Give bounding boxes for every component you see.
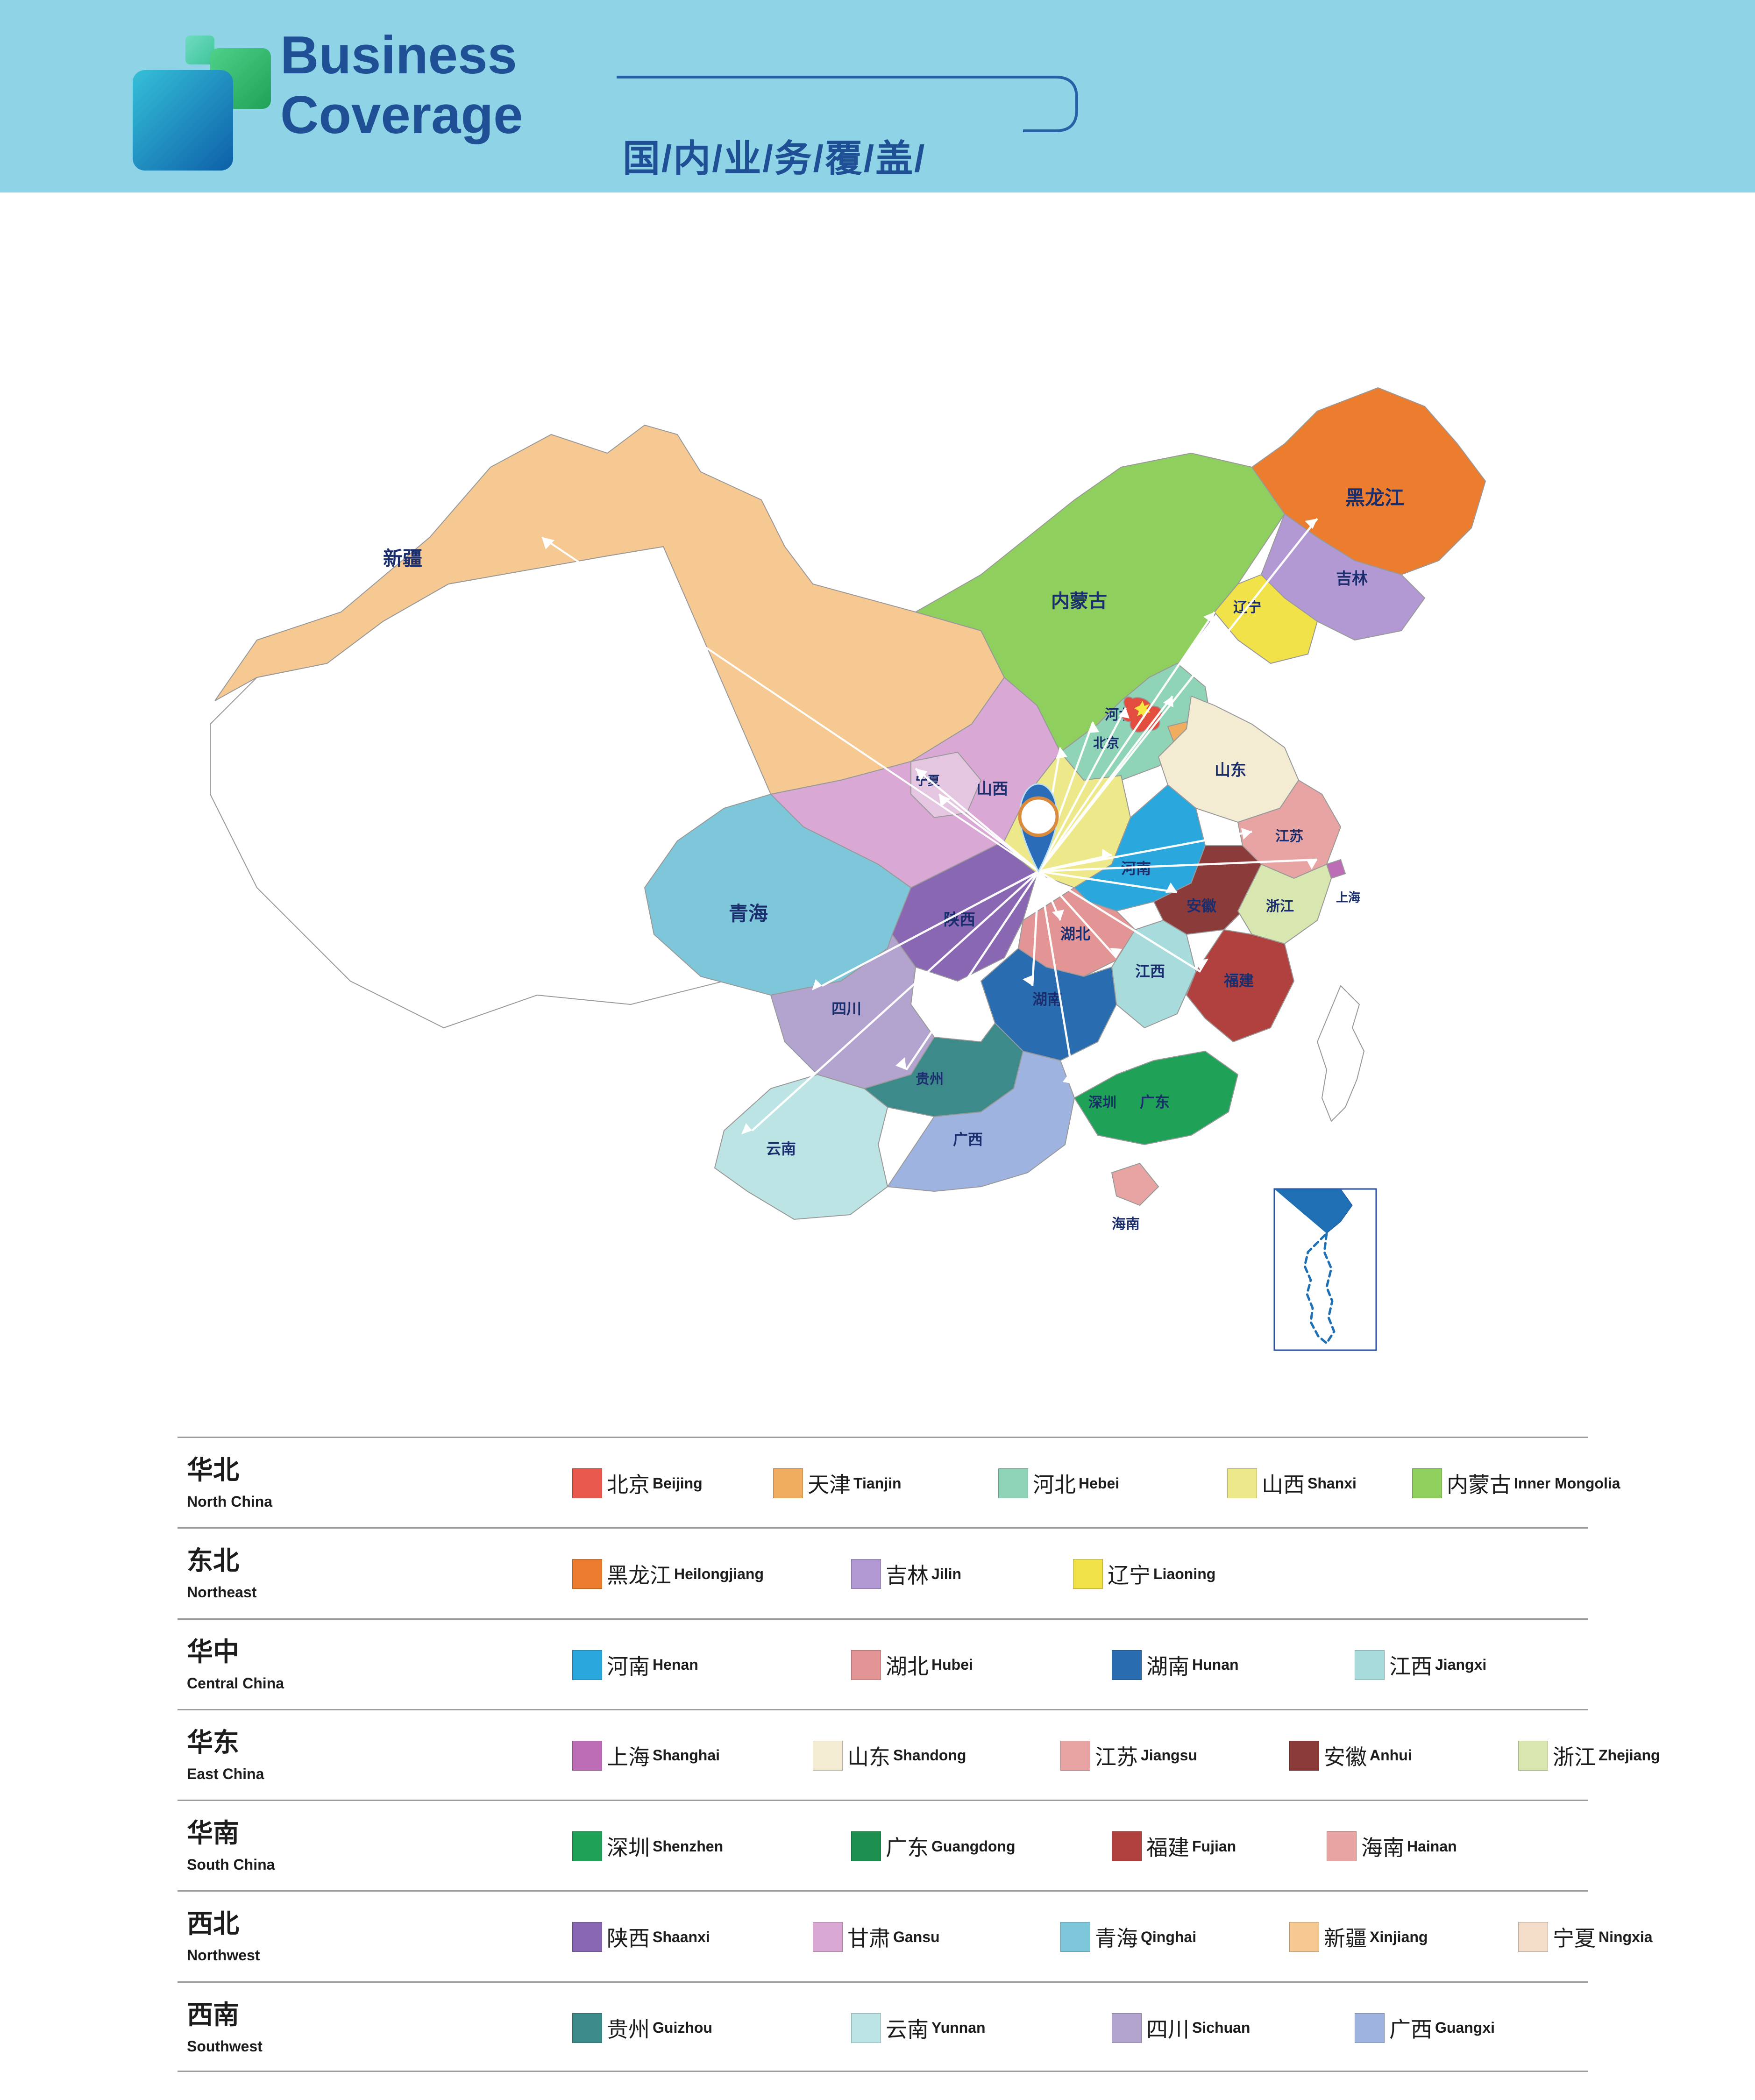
svg-text:四川: 四川 [831, 1000, 861, 1017]
svg-text:云南: 云南 [766, 1140, 796, 1157]
svg-text:山西: 山西 [976, 780, 1008, 798]
svg-text:福建: 福建 [1223, 972, 1254, 989]
svg-text:江西: 江西 [1135, 963, 1165, 980]
svg-text:湖南: 湖南 [1032, 991, 1062, 1008]
svg-text:上海: 上海 [1336, 890, 1360, 904]
svg-text:内蒙古: 内蒙古 [1051, 591, 1107, 612]
svg-text:江苏: 江苏 [1275, 829, 1303, 844]
svg-text:浙江: 浙江 [1266, 899, 1294, 914]
svg-text:海南: 海南 [1112, 1217, 1140, 1232]
svg-text:广东: 广东 [1140, 1094, 1170, 1111]
svg-text:安徽: 安徽 [1187, 897, 1217, 914]
svg-text:青海: 青海 [729, 903, 768, 925]
svg-text:山东: 山东 [1215, 761, 1246, 779]
svg-text:吉林: 吉林 [1336, 570, 1368, 588]
svg-text:深圳: 深圳 [1088, 1095, 1116, 1111]
svg-text:广西: 广西 [953, 1131, 983, 1148]
svg-text:湖北: 湖北 [1060, 925, 1090, 942]
svg-text:黑龙江: 黑龙江 [1345, 487, 1404, 509]
svg-text:贵州: 贵州 [916, 1072, 944, 1087]
svg-text:新疆: 新疆 [383, 548, 422, 569]
